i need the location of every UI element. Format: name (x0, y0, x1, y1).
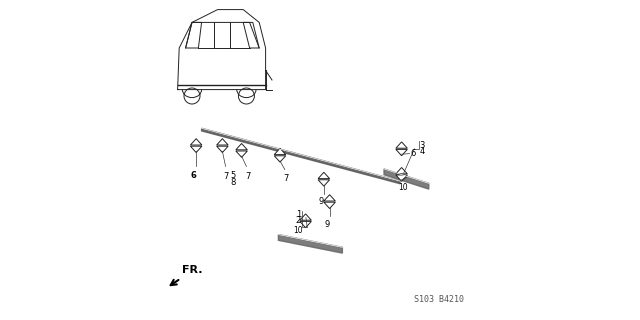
Polygon shape (318, 180, 330, 186)
Text: 9: 9 (319, 197, 324, 206)
Text: 1: 1 (296, 210, 301, 219)
Text: 9: 9 (324, 220, 330, 229)
Polygon shape (236, 143, 248, 150)
Text: 5: 5 (230, 171, 236, 180)
Polygon shape (396, 149, 408, 156)
Text: 8: 8 (230, 178, 236, 187)
Polygon shape (216, 139, 228, 145)
Text: S103 B4210: S103 B4210 (414, 295, 464, 304)
Polygon shape (275, 156, 285, 162)
Polygon shape (202, 128, 400, 184)
Polygon shape (396, 175, 408, 181)
Polygon shape (275, 148, 285, 155)
Text: 7: 7 (245, 172, 251, 181)
Text: FR.: FR. (182, 265, 203, 275)
Text: 3: 3 (419, 141, 424, 150)
Text: 2: 2 (296, 216, 301, 225)
Polygon shape (236, 151, 248, 157)
Polygon shape (396, 142, 408, 148)
Polygon shape (278, 235, 342, 253)
Polygon shape (324, 202, 335, 209)
Polygon shape (300, 221, 312, 228)
Text: 6: 6 (411, 149, 416, 158)
Polygon shape (324, 195, 335, 201)
Text: 6: 6 (190, 171, 196, 180)
Polygon shape (396, 167, 408, 174)
Polygon shape (191, 139, 202, 145)
Polygon shape (384, 169, 429, 189)
Text: 10: 10 (293, 226, 303, 235)
Polygon shape (216, 146, 228, 153)
Text: 7: 7 (223, 172, 228, 181)
Text: 7: 7 (284, 174, 289, 183)
Polygon shape (318, 172, 330, 179)
Polygon shape (300, 214, 312, 220)
Text: 10: 10 (398, 183, 408, 192)
Text: 4: 4 (419, 147, 424, 156)
Polygon shape (191, 146, 202, 153)
